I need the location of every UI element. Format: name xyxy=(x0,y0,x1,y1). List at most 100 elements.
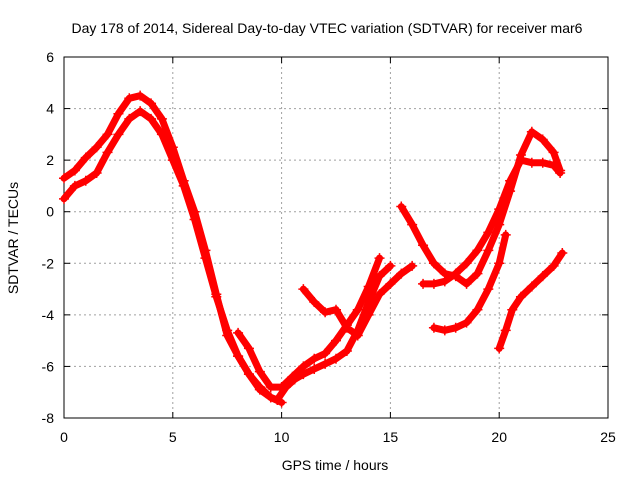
data-point xyxy=(461,317,472,328)
data-point xyxy=(548,147,559,158)
y-axis-title: SDTVAR / TECUs xyxy=(5,182,21,294)
series-arc-8 xyxy=(428,229,511,336)
data-point xyxy=(450,268,461,279)
data-point xyxy=(472,304,483,315)
data-point xyxy=(526,126,537,137)
data-point xyxy=(80,152,91,163)
data-point xyxy=(537,134,548,145)
data-point xyxy=(320,348,331,359)
data-point xyxy=(439,276,450,287)
data-point xyxy=(146,113,157,124)
data-point xyxy=(461,258,472,269)
data-point xyxy=(91,142,102,153)
data-point xyxy=(537,271,548,282)
series-arc-6 xyxy=(396,126,566,289)
data-point xyxy=(494,343,505,354)
data-point xyxy=(341,322,352,333)
series-arc-5 xyxy=(298,260,418,341)
series-line xyxy=(60,92,281,404)
data-point xyxy=(363,309,374,320)
data-point xyxy=(320,358,331,369)
data-point xyxy=(135,90,146,101)
data-point xyxy=(59,173,69,184)
data-point xyxy=(167,155,178,166)
data-point xyxy=(102,129,113,140)
data-point xyxy=(102,147,113,158)
data-point xyxy=(320,307,331,318)
data-point xyxy=(396,268,407,279)
y-tick-label: -2 xyxy=(42,255,55,271)
y-tick-label: -8 xyxy=(42,410,55,426)
data-point xyxy=(557,247,568,258)
plot-frame xyxy=(63,56,609,419)
data-point xyxy=(407,219,418,230)
x-tick-label: 0 xyxy=(60,429,68,445)
data-point xyxy=(555,168,566,179)
data-point xyxy=(233,327,244,338)
data-point xyxy=(494,204,505,215)
data-point xyxy=(265,392,276,403)
data-point xyxy=(59,193,69,204)
data-point xyxy=(494,258,505,269)
data-point xyxy=(507,304,518,315)
x-tick-label: 15 xyxy=(383,429,399,445)
data-point xyxy=(254,382,265,393)
data-point xyxy=(483,284,494,295)
data-point xyxy=(407,260,418,271)
y-tick-label: -4 xyxy=(42,307,55,323)
data-series xyxy=(59,90,568,408)
data-point xyxy=(461,278,472,289)
data-point xyxy=(331,335,341,346)
data-point xyxy=(135,106,146,117)
data-point xyxy=(309,353,320,364)
data-point xyxy=(113,129,124,140)
data-point xyxy=(428,258,439,269)
data-point xyxy=(439,325,450,336)
y-tick-label: 6 xyxy=(46,49,54,65)
y-tick-label: -6 xyxy=(42,358,55,374)
data-point xyxy=(331,304,341,315)
data-point xyxy=(69,165,80,176)
data-point xyxy=(500,229,511,240)
series-arc-9 xyxy=(494,247,568,354)
data-point xyxy=(309,296,320,307)
data-point xyxy=(243,343,254,354)
data-point xyxy=(222,325,233,336)
data-point xyxy=(287,371,298,382)
x-tick-label: 10 xyxy=(274,429,290,445)
data-point xyxy=(113,108,124,119)
series-line xyxy=(397,128,564,288)
series-arc-2 xyxy=(59,106,287,408)
data-point xyxy=(276,382,287,393)
series-arc-1 xyxy=(59,90,283,405)
data-point xyxy=(374,289,385,300)
data-point xyxy=(243,369,254,380)
data-point xyxy=(331,353,341,364)
data-point xyxy=(472,245,483,256)
data-point xyxy=(124,93,135,104)
data-point xyxy=(428,322,439,333)
data-point xyxy=(156,129,167,140)
data-point xyxy=(472,268,483,279)
data-point xyxy=(265,382,276,393)
data-point xyxy=(526,281,537,292)
data-point xyxy=(526,157,537,168)
series-line xyxy=(234,254,383,391)
data-point xyxy=(69,180,80,191)
data-point xyxy=(428,278,439,289)
data-point xyxy=(374,253,385,264)
data-point xyxy=(505,175,516,186)
series-arc-4 xyxy=(233,253,385,393)
data-point xyxy=(189,214,200,225)
data-point xyxy=(548,260,559,271)
y-tick-label: 0 xyxy=(46,204,54,220)
data-point xyxy=(91,168,102,179)
data-point xyxy=(233,351,244,362)
data-point xyxy=(178,180,189,191)
data-point xyxy=(515,291,526,302)
data-point xyxy=(309,364,320,375)
y-tick-label: 4 xyxy=(46,101,54,117)
data-point xyxy=(363,281,374,292)
data-point xyxy=(80,175,91,186)
